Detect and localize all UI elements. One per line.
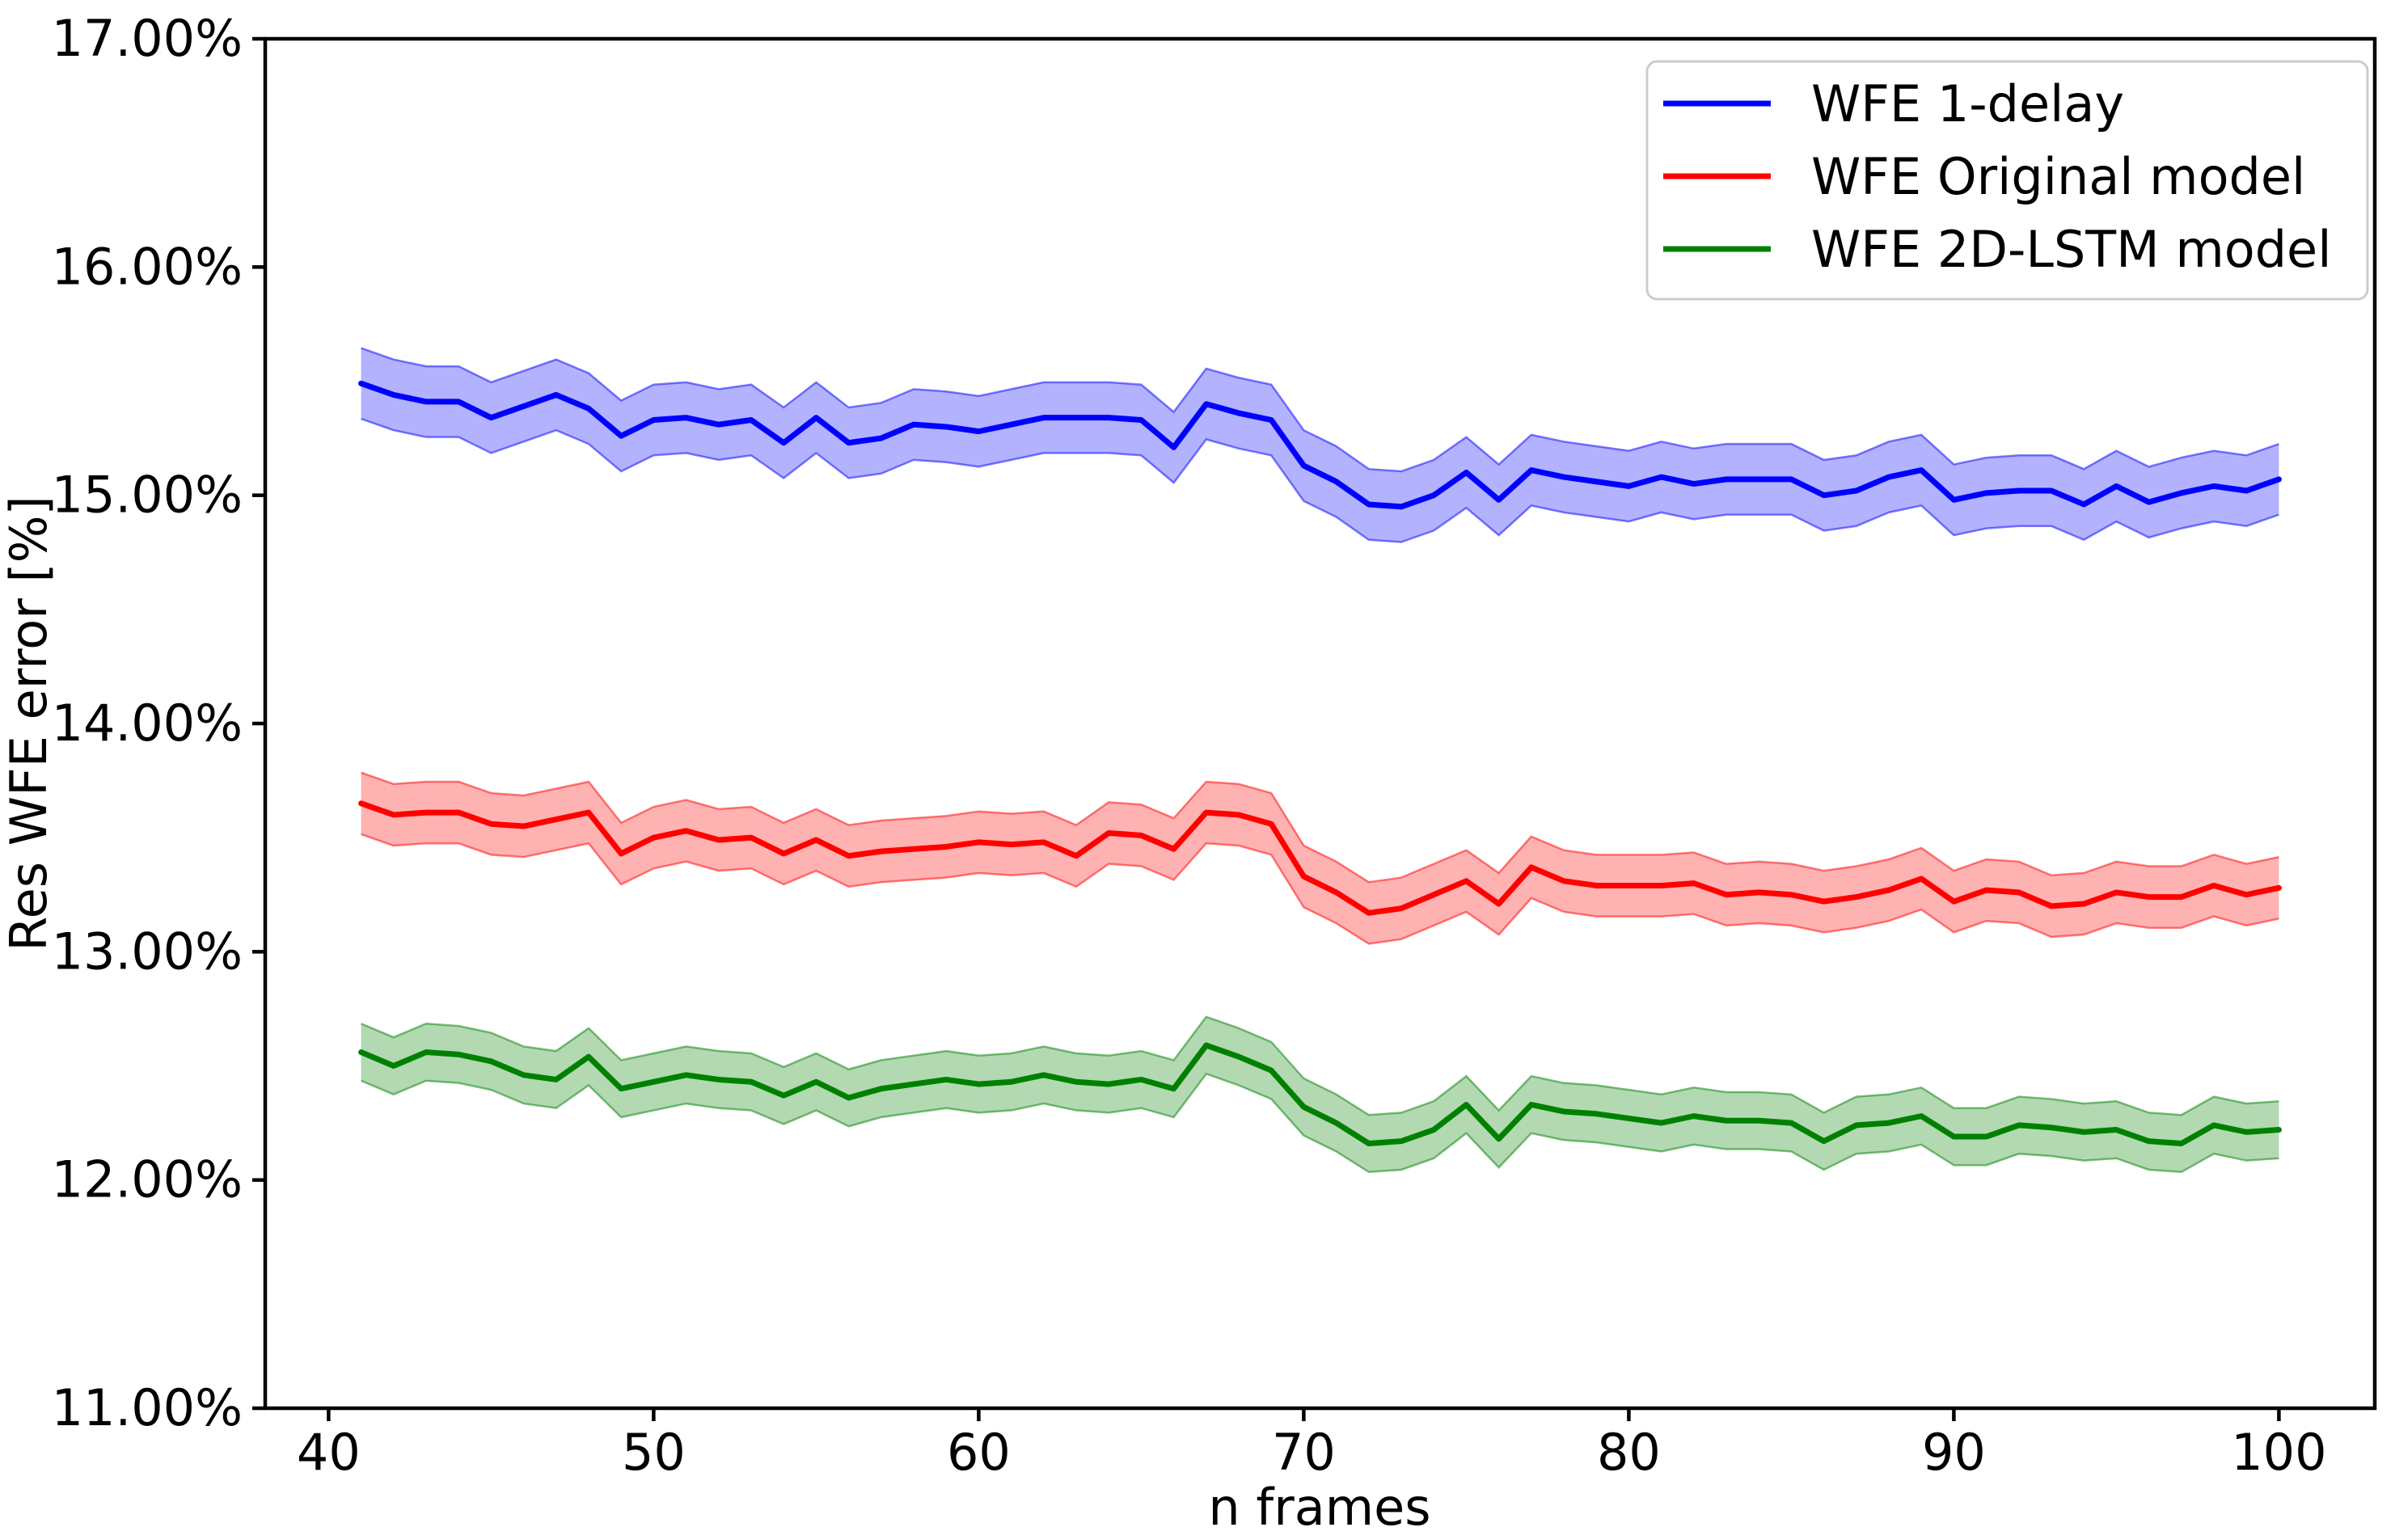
legend-item: WFE 1-delay xyxy=(1663,74,2124,133)
confidence-bands xyxy=(361,347,2279,1174)
x-tick-label: 100 xyxy=(2231,1423,2326,1482)
x-tick-label: 50 xyxy=(622,1423,686,1482)
series-line-3 xyxy=(358,1042,2282,1146)
tick-labels: 40 50 60 70 80 90 100 11.00% 12.00% 13.00% 14.00% 1… xyxy=(52,9,2327,1482)
series-line-1 xyxy=(358,380,2282,510)
y-tick-label: 12.00% xyxy=(52,1150,243,1209)
tick-marks xyxy=(252,36,2281,1421)
series-lines xyxy=(358,380,2282,1146)
confidence-band-1 xyxy=(361,348,2279,542)
legend-box xyxy=(1645,60,2369,301)
y-tick-label: 16.00% xyxy=(52,237,243,296)
band-upper-edge-2 xyxy=(361,771,2279,884)
band-lower-edge-2 xyxy=(361,833,2279,945)
y-axis-label: Res WFE error [%] xyxy=(0,496,58,951)
legend: WFE 1-delay WFE Original model WFE 2D-LSTM… xyxy=(1645,60,2369,301)
band-lower-edge-1 xyxy=(361,417,2279,543)
legend-label: WFE 1-delay xyxy=(1811,74,2124,133)
y-tick-label: 11.00% xyxy=(52,1378,243,1437)
x-tick-label: 90 xyxy=(1922,1423,1986,1482)
band-upper-edge-3 xyxy=(361,1015,2279,1116)
x-tick-label: 40 xyxy=(297,1423,361,1482)
x-axis-label: n frames xyxy=(1208,1478,1430,1537)
confidence-band-3 xyxy=(361,1016,2279,1172)
y-tick-label: 17.00% xyxy=(52,9,243,68)
series-line-2 xyxy=(358,800,2282,916)
y-tick-label: 15.00% xyxy=(52,466,243,525)
band-lower-edge-3 xyxy=(361,1072,2279,1174)
legend-label: WFE Original model xyxy=(1811,147,2305,206)
x-tick-label: 80 xyxy=(1597,1423,1661,1482)
band-upper-edge-1 xyxy=(361,347,2279,473)
legend-item: WFE Original model xyxy=(1663,147,2305,206)
legend-label: WFE 2D-LSTM model xyxy=(1811,220,2331,279)
confidence-band-2 xyxy=(361,772,2279,944)
x-tick-label: 70 xyxy=(1272,1423,1336,1482)
y-tick-label: 14.00% xyxy=(52,694,243,753)
legend-item: WFE 2D-LSTM model xyxy=(1663,220,2331,279)
x-tick-label: 60 xyxy=(947,1423,1011,1482)
y-tick-label: 13.00% xyxy=(52,922,243,981)
